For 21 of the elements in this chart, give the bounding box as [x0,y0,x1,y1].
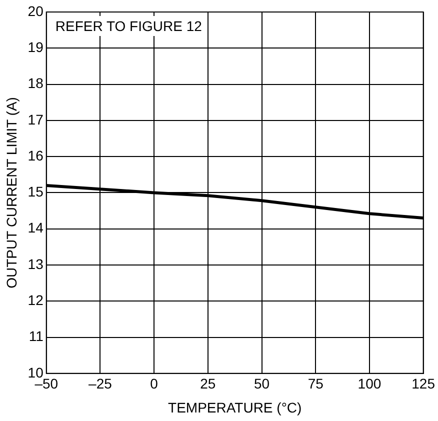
y-tick-label: 10 [28,364,44,380]
y-tick-label: 20 [28,2,44,19]
x-tick-label: 75 [308,376,324,392]
y-tick-label: 18 [28,75,44,92]
x-tick-label: 50 [254,376,270,392]
y-tick-label: 17 [28,111,44,128]
y-tick-label: 16 [28,147,44,164]
x-tick-label: 100 [358,376,382,392]
x-axis-title: TEMPERATURE (°C) [168,399,302,416]
y-tick-label: 11 [28,328,44,344]
y-axis-title: OUTPUT CURRENT LIMIT (A) [3,97,20,288]
x-tick-label: –25 [88,376,112,392]
x-tick-label: 0 [150,376,158,392]
y-tick-label: 13 [28,256,44,272]
x-tick-label: 25 [200,376,216,392]
y-tick-label: 14 [28,220,44,236]
annotation: REFER TO FIGURE 12 [55,18,202,34]
y-tick-label: 12 [28,292,44,308]
y-tick-label: 15 [28,184,44,200]
x-tick-label: 125 [412,376,436,392]
y-tick-label: 19 [28,39,44,55]
